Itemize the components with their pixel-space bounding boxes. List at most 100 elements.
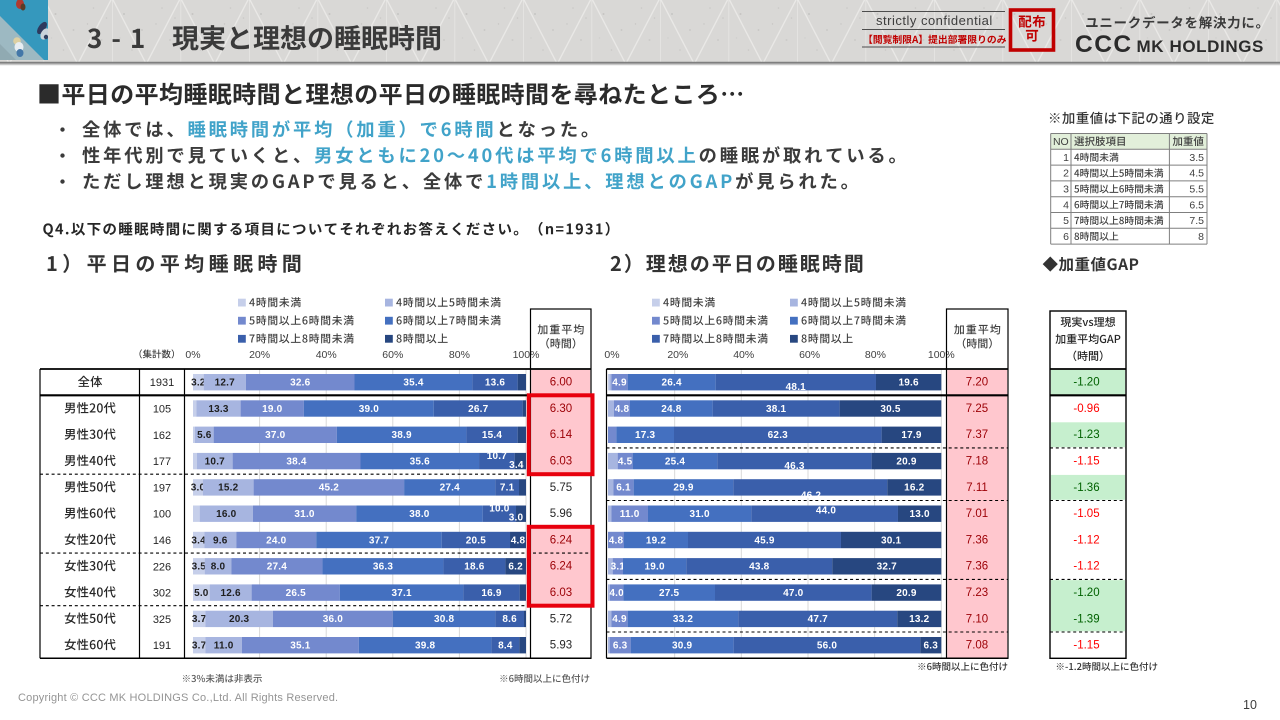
svg-text:18.6: 18.6 (464, 562, 485, 573)
svg-text:6.03: 6.03 (550, 455, 572, 467)
svg-text:30.5: 30.5 (880, 404, 901, 415)
svg-text:177: 177 (153, 456, 171, 468)
svg-text:8.4: 8.4 (498, 641, 513, 652)
svg-text:35.1: 35.1 (290, 641, 311, 652)
svg-text:13.3: 13.3 (208, 404, 229, 415)
svg-text:80%: 80% (865, 349, 886, 361)
svg-text:7.25: 7.25 (966, 403, 988, 415)
svg-text:-1.20: -1.20 (1073, 377, 1099, 389)
svg-text:38.9: 38.9 (391, 430, 412, 441)
svg-text:62.3: 62.3 (768, 430, 789, 441)
svg-text:7.1: 7.1 (500, 483, 515, 494)
svg-text:-0.96: -0.96 (1073, 403, 1099, 415)
svg-text:100%: 100% (513, 349, 540, 361)
svg-text:48.1: 48.1 (786, 382, 807, 393)
svg-text:38.0: 38.0 (409, 509, 430, 520)
svg-text:31.0: 31.0 (294, 509, 315, 520)
svg-text:17.9: 17.9 (901, 430, 922, 441)
svg-text:0%: 0% (604, 349, 619, 361)
svg-text:7.01: 7.01 (966, 508, 988, 520)
svg-text:45.9: 45.9 (754, 535, 775, 546)
svg-text:37.7: 37.7 (369, 535, 390, 546)
svg-text:5.72: 5.72 (550, 613, 572, 625)
svg-text:9.6: 9.6 (213, 535, 228, 546)
svg-text:4.5: 4.5 (618, 456, 633, 467)
svg-text:-1.15: -1.15 (1073, 455, 1099, 467)
svg-text:36.3: 36.3 (373, 562, 394, 573)
svg-text:10.7: 10.7 (487, 451, 508, 462)
svg-text:162: 162 (153, 430, 171, 442)
svg-text:105: 105 (153, 403, 171, 415)
svg-text:MK HOLDINGS: MK HOLDINGS (1137, 37, 1264, 56)
svg-text:8.0: 8.0 (211, 562, 226, 573)
svg-text:24.0: 24.0 (266, 535, 287, 546)
svg-text:26.4: 26.4 (662, 378, 683, 389)
svg-text:5.75: 5.75 (550, 482, 572, 494)
svg-text:16.2: 16.2 (904, 483, 925, 494)
svg-text:3.2: 3.2 (191, 378, 206, 389)
svg-text:191: 191 (153, 640, 171, 652)
svg-text:-1.15: -1.15 (1073, 640, 1099, 652)
svg-text:60%: 60% (382, 349, 403, 361)
svg-text:12.7: 12.7 (215, 378, 236, 389)
svg-text:-1.39: -1.39 (1073, 613, 1099, 625)
svg-text:8.6: 8.6 (502, 614, 517, 625)
svg-text:7.36: 7.36 (966, 561, 988, 573)
svg-text:5.5: 5.5 (1189, 184, 1204, 196)
svg-text:6: 6 (1063, 231, 1069, 243)
svg-text:13.0: 13.0 (910, 509, 931, 520)
svg-text:47.0: 47.0 (783, 588, 804, 599)
svg-text:47.7: 47.7 (808, 614, 829, 625)
svg-text:19.0: 19.0 (262, 404, 283, 415)
svg-text:4.5: 4.5 (1189, 168, 1204, 180)
svg-text:24.8: 24.8 (661, 404, 682, 415)
svg-text:3.7: 3.7 (192, 641, 207, 652)
svg-text:37.0: 37.0 (265, 430, 286, 441)
svg-text:20.5: 20.5 (466, 535, 487, 546)
svg-text:19.2: 19.2 (646, 535, 667, 546)
svg-text:6.3: 6.3 (924, 641, 939, 652)
svg-text:20.9: 20.9 (896, 588, 917, 599)
svg-text:5.96: 5.96 (550, 508, 572, 520)
svg-text:10.0: 10.0 (489, 504, 510, 515)
svg-text:44.0: 44.0 (816, 506, 837, 517)
svg-text:6.24: 6.24 (550, 561, 573, 573)
svg-text:40%: 40% (733, 349, 754, 361)
svg-text:19.6: 19.6 (899, 378, 920, 389)
svg-text:0%: 0% (185, 349, 200, 361)
svg-text:11.0: 11.0 (214, 641, 234, 652)
svg-text:26.5: 26.5 (286, 588, 307, 599)
svg-text:197: 197 (153, 482, 171, 494)
svg-text:3.1: 3.1 (611, 562, 626, 573)
svg-text:7.11: 7.11 (966, 482, 988, 494)
svg-text:7.5: 7.5 (1189, 215, 1204, 227)
svg-text:5.6: 5.6 (197, 430, 212, 441)
svg-text:-1.12: -1.12 (1073, 534, 1099, 546)
svg-text:6.2: 6.2 (508, 562, 523, 573)
svg-text:36.0: 36.0 (323, 614, 344, 625)
svg-text:100%: 100% (928, 349, 955, 361)
svg-text:15.2: 15.2 (218, 483, 239, 494)
svg-text:20%: 20% (667, 349, 688, 361)
svg-text:146: 146 (153, 535, 171, 547)
svg-text:-1.05: -1.05 (1073, 508, 1099, 520)
svg-text:7.08: 7.08 (966, 640, 988, 652)
svg-text:7.18: 7.18 (966, 455, 988, 467)
svg-text:3.7: 3.7 (192, 614, 207, 625)
svg-text:29.9: 29.9 (673, 483, 694, 494)
svg-text:32.7: 32.7 (877, 562, 898, 573)
svg-text:7.23: 7.23 (966, 587, 988, 599)
svg-text:15.4: 15.4 (482, 430, 503, 441)
svg-text:strictly confidential: strictly confidential (876, 13, 993, 28)
svg-text:56.0: 56.0 (817, 641, 838, 652)
svg-text:27.4: 27.4 (267, 562, 288, 573)
svg-text:6.3: 6.3 (613, 641, 628, 652)
svg-text:7.10: 7.10 (966, 613, 988, 625)
svg-text:25.4: 25.4 (665, 456, 686, 467)
svg-text:45.2: 45.2 (319, 483, 340, 494)
svg-text:3.4: 3.4 (191, 535, 206, 546)
svg-text:6.14: 6.14 (550, 429, 573, 441)
svg-text:100: 100 (153, 509, 171, 521)
svg-text:10: 10 (1243, 698, 1257, 712)
svg-text:226: 226 (153, 561, 171, 573)
